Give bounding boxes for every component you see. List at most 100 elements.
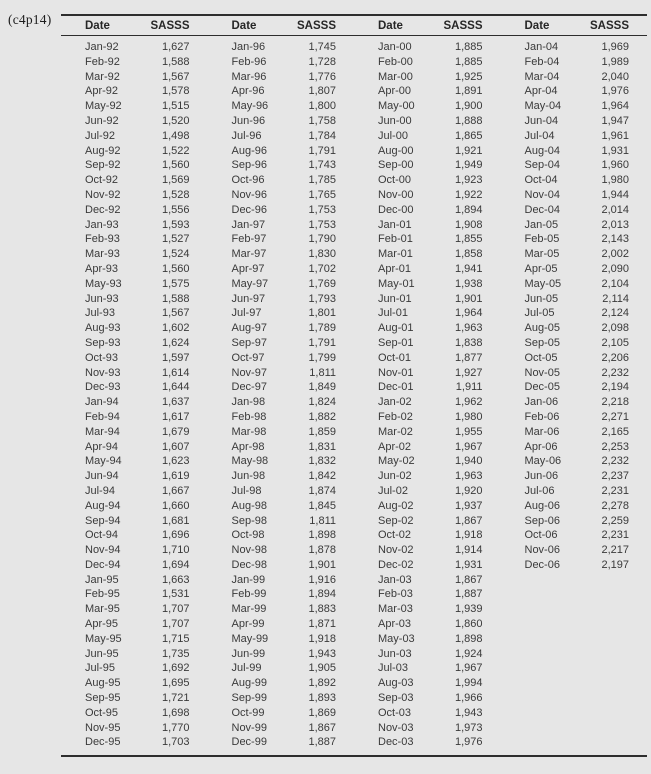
- sasss-value-cell: 1,527: [161, 233, 190, 246]
- sasss-value-cell: 1,702: [308, 262, 336, 275]
- sasss-value-cell: 1,498: [161, 129, 190, 142]
- date-cell: Jul-01: [378, 307, 408, 320]
- sasss-value-cell: [579, 735, 648, 750]
- table-row: Mar-94 1,679 Mar-98 1,859 Mar-02 1,955 Mar-06 2…: [61, 425, 647, 440]
- sasss-value-cell: 1,811: [309, 366, 336, 379]
- sasss-value-cell: 1,920: [454, 484, 483, 497]
- sasss-value-cell: 1,753: [308, 203, 336, 216]
- sasss-value-cell: 1,807: [308, 85, 336, 98]
- date-cell: May-01: [378, 277, 415, 290]
- sasss-value-cell: 1,593: [161, 218, 190, 231]
- sasss-value-cell: 1,908: [454, 218, 483, 231]
- date-cell: Dec-00: [378, 203, 414, 216]
- sasss-value-cell: 1,522: [161, 144, 190, 157]
- sasss-value-cell: 1,695: [161, 677, 190, 690]
- date-cell: Dec-05: [524, 381, 560, 394]
- date-cell: Jun-05: [524, 292, 559, 305]
- sasss-value-cell: 1,980: [454, 410, 483, 423]
- date-cell: Apr-95: [85, 618, 119, 631]
- table-row: Jan-95 1,663 Jan-99 1,916 Jan-03 1,867: [61, 573, 647, 588]
- sasss-column-header: SASSS: [150, 20, 190, 32]
- sasss-value-cell: 1,745: [308, 41, 336, 53]
- date-cell: Jun-98: [231, 470, 266, 483]
- date-cell: Mar-97: [231, 248, 267, 261]
- date-cell: Aug-00: [378, 144, 414, 157]
- table-row: Jul-93 1,567 Jul-97 1,801 Jul-01 1,964 Jul-05 2…: [61, 306, 647, 321]
- sasss-value-cell: 1,967: [454, 440, 483, 453]
- sasss-value-cell: 1,963: [454, 322, 483, 335]
- sasss-value-cell: 1,940: [454, 455, 483, 468]
- date-cell: Jan-92: [85, 41, 119, 53]
- table-row: Mar-92 1,567 Mar-96 1,776 Mar-00 1,925 Mar-04 2…: [61, 70, 647, 85]
- sasss-value-cell: 1,914: [454, 544, 483, 557]
- sasss-value-cell: 1,811: [309, 514, 336, 527]
- sasss-value-cell: 1,869: [308, 706, 336, 719]
- sasss-value-cell: 2,217: [601, 544, 629, 557]
- date-cell: May-05: [524, 277, 562, 290]
- sasss-value-cell: 2,232: [601, 366, 629, 379]
- sasss-value-cell: 1,892: [308, 677, 336, 690]
- sasss-value-cell: 1,520: [161, 114, 190, 127]
- table-row: Feb-93 1,527 Feb-97 1,790 Feb-01 1,855 Feb-05 2…: [61, 232, 647, 247]
- sasss-value-cell: 1,758: [308, 114, 336, 127]
- date-cell: Oct-04: [524, 174, 558, 187]
- sasss-value-cell: 1,921: [454, 144, 483, 157]
- sasss-value-cell: 2,206: [601, 351, 629, 364]
- table-row: Nov-92 1,528 Nov-96 1,765 Nov-00 1,922 Nov-04 1…: [61, 188, 647, 203]
- sasss-value-cell: 2,278: [601, 499, 629, 512]
- sasss-value-cell: 2,253: [601, 440, 629, 453]
- sasss-value-cell: 1,617: [161, 410, 190, 423]
- date-cell: Aug-94: [85, 499, 121, 512]
- table-row: Nov-94 1,710 Nov-98 1,878 Nov-02 1,914 Nov-06 2…: [61, 543, 647, 558]
- date-cell: Nov-96: [231, 188, 267, 201]
- table-row: May-95 1,715 May-99 1,918 May-03 1,898: [61, 632, 647, 647]
- sasss-value-cell: 1,943: [308, 647, 336, 660]
- date-cell: Dec-03: [378, 736, 414, 749]
- date-cell: Jan-99: [231, 573, 266, 586]
- sasss-value-cell: 1,791: [308, 336, 336, 349]
- sasss-value-cell: 1,707: [161, 618, 190, 631]
- date-cell: Apr-05: [524, 262, 558, 275]
- sasss-value-cell: 1,531: [161, 588, 190, 601]
- date-cell: Feb-03: [378, 588, 413, 601]
- date-cell: [501, 676, 579, 691]
- date-cell: Jan-95: [85, 573, 119, 586]
- date-cell: Apr-02: [378, 440, 412, 453]
- date-cell: Nov-04: [524, 188, 560, 201]
- date-cell: May-03: [378, 632, 415, 645]
- sasss-value-cell: 1,860: [454, 618, 483, 631]
- table-row: Dec-94 1,694 Dec-98 1,901 Dec-02 1,931 Dec-06 2…: [61, 558, 647, 573]
- date-cell: Apr-00: [378, 85, 412, 98]
- sasss-value-cell: 1,855: [454, 233, 483, 246]
- sasss-value-cell: 1,679: [161, 425, 190, 438]
- table-row: Oct-94 1,696 Oct-98 1,898 Oct-02 1,918 Oct-06 2…: [61, 528, 647, 543]
- sasss-value-cell: 1,900: [454, 100, 483, 113]
- date-cell: [501, 602, 579, 617]
- table-row: Oct-95 1,698 Oct-99 1,869 Oct-03 1,943: [61, 706, 647, 721]
- date-cell: Sep-05: [524, 336, 560, 349]
- table-top-rule: [61, 14, 647, 16]
- sasss-value-cell: [579, 602, 648, 617]
- sasss-value-cell: [579, 573, 648, 588]
- sasss-value-cell: 1,765: [308, 188, 336, 201]
- date-cell: May-92: [85, 100, 122, 113]
- date-cell: Dec-96: [231, 203, 267, 216]
- date-cell: Jun-95: [85, 647, 119, 660]
- table-row: Aug-95 1,695 Aug-99 1,892 Aug-03 1,994: [61, 676, 647, 691]
- sasss-value-cell: 1,877: [454, 351, 483, 364]
- date-cell: May-94: [85, 455, 122, 468]
- date-cell: Apr-04: [524, 85, 558, 98]
- table-row: Jan-94 1,637 Jan-98 1,824 Jan-02 1,962 Jan-06 2…: [61, 395, 647, 410]
- sasss-value-cell: 1,976: [454, 736, 483, 749]
- date-cell: Feb-92: [85, 55, 120, 68]
- sasss-value-cell: [579, 706, 648, 721]
- date-cell: Mar-05: [524, 248, 560, 261]
- date-cell: Jan-04: [524, 41, 559, 53]
- date-cell: Apr-98: [231, 440, 265, 453]
- table-row: Jun-93 1,588 Jun-97 1,793 Jun-01 1,901 Jun-05 2…: [61, 292, 647, 307]
- sasss-value-cell: 1,769: [308, 277, 336, 290]
- date-cell: Feb-98: [231, 410, 267, 423]
- sasss-value-cell: [579, 661, 648, 676]
- sasss-value-cell: 2,114: [602, 292, 629, 305]
- table-row: Sep-95 1,721 Sep-99 1,893 Sep-03 1,966: [61, 691, 647, 706]
